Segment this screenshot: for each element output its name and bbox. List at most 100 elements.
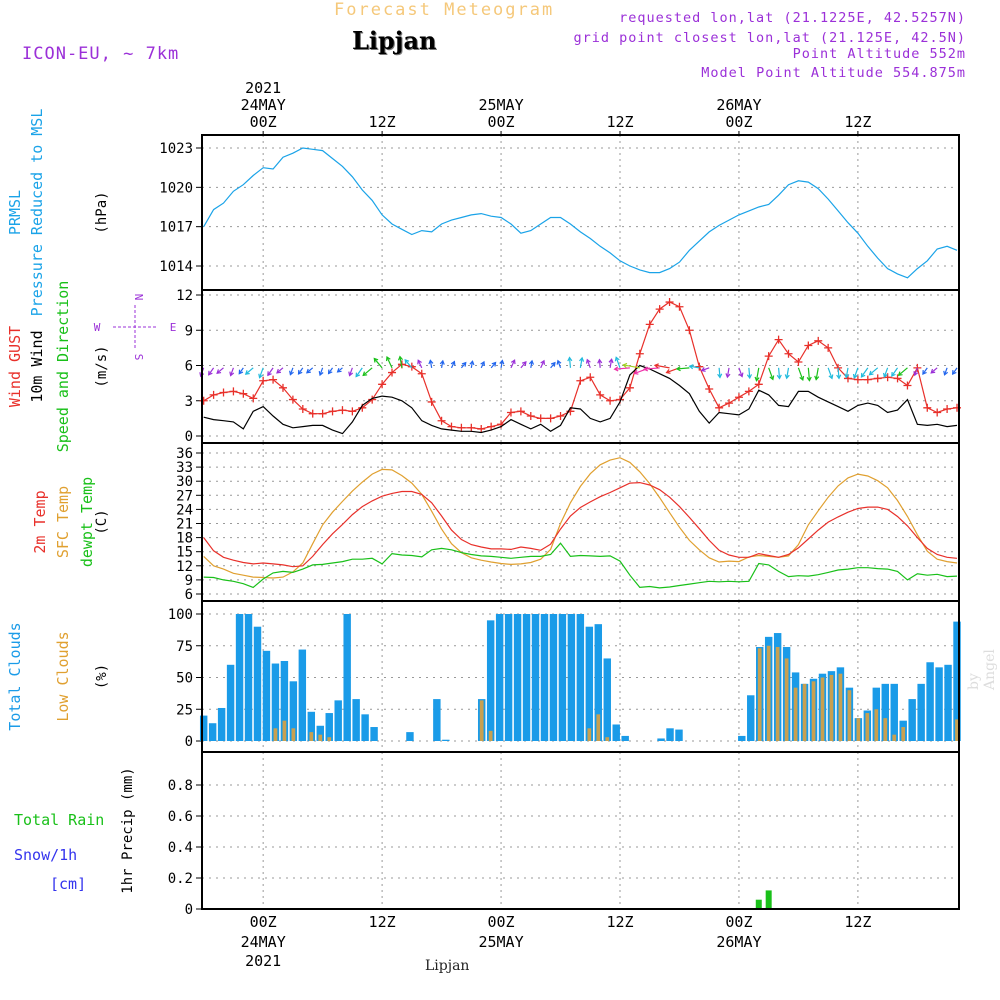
wind-arrow-head [688, 364, 694, 370]
wind-arrow-head [417, 359, 422, 365]
panel-frame [201, 751, 960, 910]
wind-arrow-head [267, 371, 272, 377]
wind-arrow [520, 361, 527, 369]
gust-marker [814, 336, 823, 345]
cloud-bar-total [442, 739, 450, 741]
wind-arrow-head [556, 359, 562, 365]
cloud-bar-total [558, 614, 567, 741]
model-altitude: Model Point Altitude 554.875m [701, 65, 966, 81]
gust-marker [923, 403, 932, 412]
wind-arrow-head [828, 374, 834, 380]
wind-arrow [898, 367, 908, 376]
top-time-label: 12Z [369, 113, 396, 131]
compass-label: W [94, 321, 101, 334]
cloud-bar-total [289, 681, 298, 741]
gust-marker [259, 376, 268, 385]
wind-arrow-head [397, 355, 404, 361]
cloud-bar-total [585, 626, 594, 741]
cloud-bar-total [504, 614, 513, 741]
grid-point-coords: grid point closest lon,lat (21.125E, 42.… [573, 30, 966, 46]
y-tick-label: 0.8 [168, 778, 193, 794]
cloud-bar-total [307, 711, 316, 741]
bottom-date-label: 24MAY [241, 933, 286, 951]
cloud-bar-low [883, 718, 888, 741]
gust-marker [417, 369, 426, 378]
wind-arrow-head [754, 376, 760, 382]
cloud-bar-total [334, 700, 342, 741]
gust-marker [278, 383, 287, 392]
cloud-bar-total [495, 614, 504, 741]
cloud-bar-low [318, 734, 323, 741]
wind-arrow [614, 367, 630, 370]
cloud-bar-total [199, 715, 208, 741]
cloud-bar-total [253, 626, 262, 741]
cloud-bar-total [621, 735, 629, 741]
gust-marker [506, 408, 515, 417]
top-date-label: 24MAY [241, 96, 286, 114]
y-tick-label: 6 [185, 587, 193, 603]
wind-arrow-head [567, 356, 573, 362]
wind-arrow-head [844, 373, 850, 379]
gust-marker [288, 395, 297, 404]
y-axis-label: (%) [94, 664, 110, 689]
wind-arrow [568, 357, 572, 368]
cloud-bar-total [522, 614, 531, 741]
panel-5: 0 0.2 0.4 0.6 0.8 1hr Precip (mm) Total Rain Sn… [14, 751, 960, 918]
wind-arrow-head [348, 371, 354, 377]
y-tick-label: 1023 [159, 141, 193, 157]
wind-arrow-head [491, 361, 497, 367]
gust-marker [685, 326, 694, 335]
cloud-bar-low [757, 648, 762, 741]
gust-marker [705, 385, 714, 393]
panel-legend-text: Speed and Direction [54, 281, 72, 453]
cloud-bar-total [890, 683, 898, 741]
gust-marker [249, 394, 258, 403]
wind-arrow [386, 356, 393, 369]
wind-arrow-head [951, 370, 957, 376]
bottom-time-label: 12Z [369, 913, 396, 931]
y-tick-label: 0.4 [168, 840, 193, 856]
wind-arrow [797, 367, 804, 381]
wind-arrow-head [297, 369, 303, 375]
gust-marker [516, 407, 525, 416]
gust-marker [665, 298, 674, 307]
y-tick-label: 0.2 [168, 871, 193, 887]
cloud-bar-total [540, 614, 549, 741]
wind-arrow-head [521, 360, 527, 366]
wind-arrow [718, 367, 721, 378]
wind-arrow-head [891, 371, 896, 377]
cloud-bar-total [549, 614, 558, 741]
wind-arrow-head [469, 360, 475, 366]
wind-arrow-head [613, 366, 619, 372]
cloud-bar-total [576, 614, 585, 741]
gust-marker [645, 320, 654, 329]
wind-arrow-head [244, 370, 250, 375]
cloud-bar-total [513, 614, 522, 741]
gust-marker [338, 406, 347, 415]
series-line [203, 364, 958, 435]
gust-marker [457, 423, 466, 432]
wind-arrow [623, 364, 640, 369]
wind-arrow-head [725, 373, 731, 379]
wind-arrow-head [579, 356, 585, 362]
bottom-time-label: 12Z [844, 913, 871, 931]
y-tick-label: 24 [176, 502, 193, 518]
wind-arrow [922, 367, 928, 375]
y-tick-label: 9 [185, 573, 193, 589]
wind-arrow [500, 360, 503, 368]
cloud-bar-total [298, 649, 307, 741]
gust-marker [943, 404, 952, 413]
gust-marker [308, 409, 317, 418]
wind-arrow [598, 359, 601, 368]
wind-arrow-head [480, 360, 486, 366]
wind-arrow [267, 367, 274, 376]
gust-marker [734, 393, 743, 402]
wind-arrow [609, 359, 613, 368]
y-tick-label: 36 [176, 446, 193, 462]
gust-marker [318, 409, 327, 418]
gust-marker [526, 412, 535, 421]
cloud-bar-low [784, 658, 789, 741]
wind-arrow [429, 360, 433, 368]
